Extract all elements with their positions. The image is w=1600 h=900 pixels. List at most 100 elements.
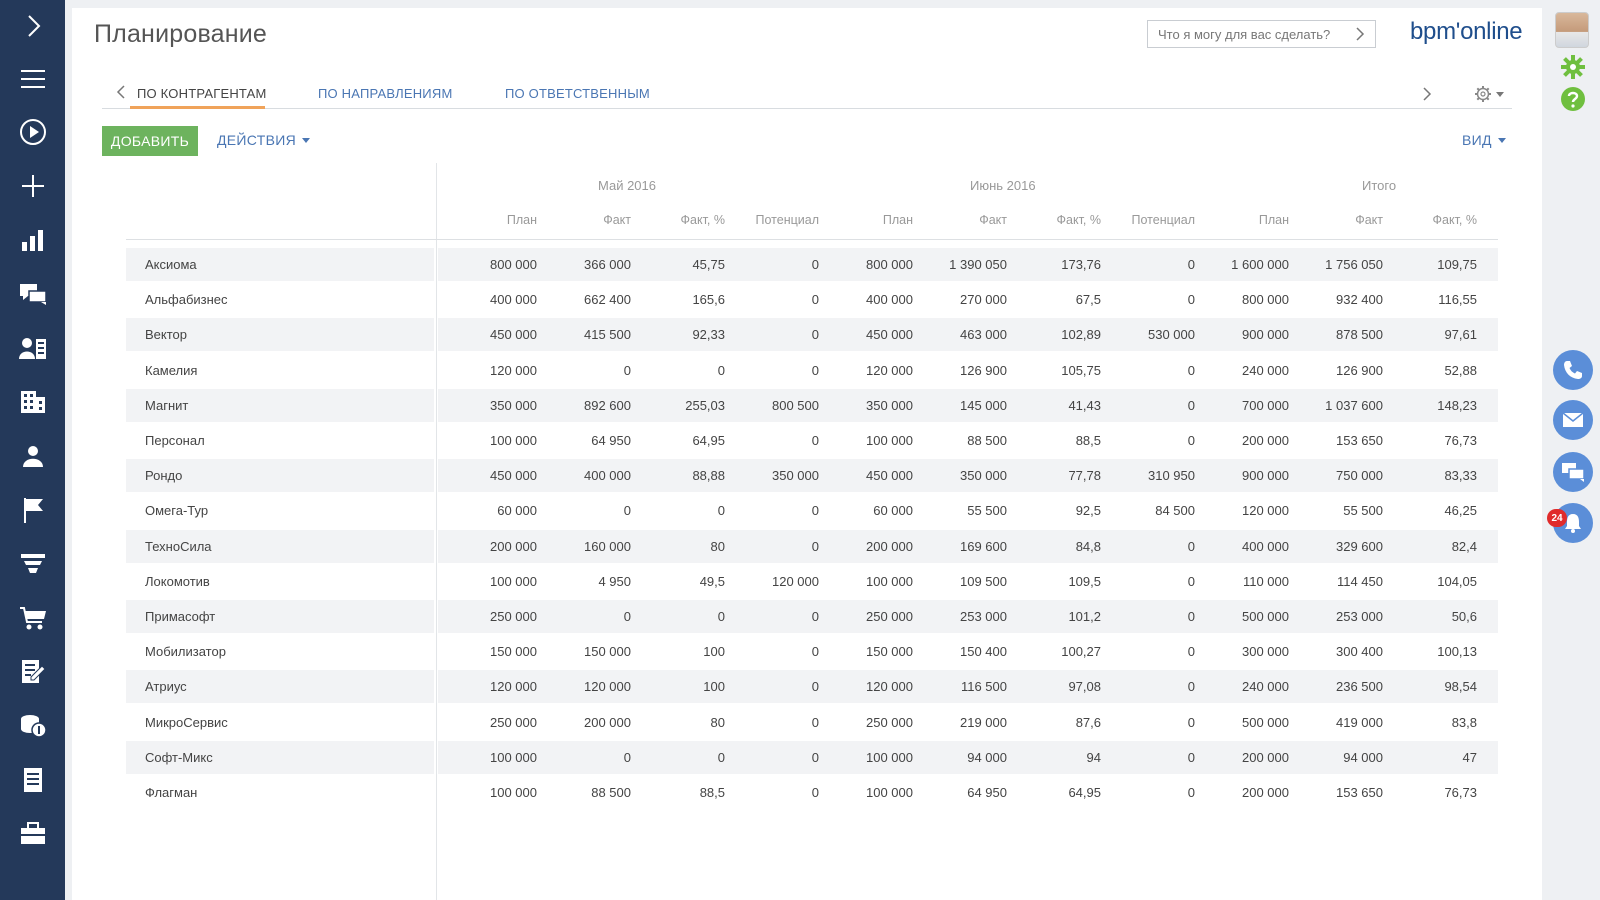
sidebar-finance-button[interactable]: [0, 704, 65, 748]
cell-june-plan: 400 000: [866, 292, 913, 308]
cell-may-potential: 800 500: [772, 397, 819, 413]
tab-by-directions[interactable]: ПО НАПРАВЛЕНИЯМ: [318, 86, 453, 101]
account-name-cell[interactable]: Локомотив: [145, 573, 210, 589]
cell-june-fact-pct: 92,5: [1075, 503, 1101, 519]
sidebar-contacts-button[interactable]: [0, 326, 65, 370]
column-header-may-potential[interactable]: Потенциал: [755, 213, 820, 227]
table-row[interactable]: Флагман 100 000 88 500 88,5 0 100 000 64 950 64…: [126, 776, 1498, 809]
account-name-cell[interactable]: Рондо: [145, 468, 183, 484]
cell-june-fact-pct: 87,6: [1075, 714, 1101, 730]
sidebar-feed-button[interactable]: [0, 272, 65, 316]
command-search-input[interactable]: Что я могу для вас сделать?: [1147, 20, 1376, 48]
phone-button[interactable]: [1553, 350, 1593, 390]
account-name-cell[interactable]: Софт-Микс: [145, 749, 213, 765]
sidebar-employees-button[interactable]: [0, 434, 65, 478]
group-header-may: Май 2016: [598, 178, 656, 193]
cell-total-fact: 55 500: [1343, 503, 1383, 519]
account-name-cell[interactable]: Вектор: [145, 327, 188, 343]
account-name-cell[interactable]: Альфабизнес: [145, 292, 228, 308]
sidebar-activities-button[interactable]: [0, 488, 65, 532]
cell-june-fact-pct: 67,5: [1075, 292, 1101, 308]
menu-icon: [20, 70, 45, 88]
tab-scroll-right-icon[interactable]: [1422, 86, 1432, 102]
table-row[interactable]: Альфабизнес 400 000 662 400 165,6 0 400 000 27…: [126, 283, 1498, 316]
column-header-june-fact-pct[interactable]: Факт, %: [1056, 213, 1101, 227]
table-row[interactable]: Аксиома 800 000 366 000 45,75 0 800 000 1 390 …: [126, 248, 1498, 281]
add-button[interactable]: ДОБАВИТЬ: [102, 126, 198, 156]
row-background: [126, 318, 434, 352]
column-header-june-fact[interactable]: Факт: [979, 213, 1007, 227]
column-header-june-plan[interactable]: План: [882, 213, 913, 227]
account-name-cell[interactable]: Флагман: [145, 785, 198, 800]
cell-may-potential: 0: [811, 433, 819, 448]
feed-button[interactable]: [1553, 452, 1593, 492]
view-dropdown[interactable]: ВИД: [1462, 132, 1506, 148]
sidebar-menu-button[interactable]: [0, 57, 65, 101]
account-name-cell[interactable]: ТехноСила: [145, 538, 212, 554]
row-background: [438, 248, 1498, 281]
column-header-june-potential[interactable]: Потенциал: [1131, 213, 1196, 227]
column-header-total-fact-pct[interactable]: Факт, %: [1432, 213, 1477, 227]
cell-june-fact: 88 500: [967, 433, 1007, 448]
sidebar-dashboards-button[interactable]: [0, 218, 65, 262]
column-header-may-fact-pct[interactable]: Факт, %: [680, 213, 725, 227]
account-name-cell[interactable]: Примасофт: [145, 609, 216, 624]
sidebar-orders-button[interactable]: [0, 596, 65, 640]
table-row[interactable]: Мобилизатор 150 000 150 000 100 0 150 000 150 …: [126, 635, 1498, 668]
sidebar-contracts-button[interactable]: [0, 650, 65, 694]
table-row[interactable]: Атриус 120 000 120 000 100 0 120 000 116 500 97…: [126, 670, 1498, 704]
help-icon[interactable]: [1560, 86, 1586, 112]
table-row[interactable]: Локомотив 100 000 4 950 49,5 120 000 100 000 1…: [126, 565, 1498, 598]
table-row[interactable]: Персонал 100 000 64 950 64,95 0 100 000 88 500…: [126, 424, 1498, 457]
table-row[interactable]: ТехноСила 200 000 160 000 80 0 200 000 169 600…: [126, 529, 1498, 563]
table-row[interactable]: Рондо 450 000 400 000 88,88 350 000 450 000 35…: [126, 459, 1498, 493]
cell-june-fact-pct: 100,27: [1061, 644, 1101, 660]
row-background: [438, 600, 1498, 633]
column-header-total-plan[interactable]: План: [1258, 213, 1289, 227]
table-row[interactable]: Магнит 350 000 892 600 255,03 800 500 350 000…: [126, 388, 1498, 422]
table-row[interactable]: Омега-Тур 60 000 0 0 0 60 000 55 500 92,5 84 500…: [126, 494, 1498, 527]
right-sidebar: 24: [1547, 0, 1600, 900]
cell-june-potential: 530 000: [1148, 327, 1195, 343]
left-sidebar: [0, 0, 65, 900]
column-divider: [436, 163, 437, 900]
actions-dropdown[interactable]: ДЕЙСТВИЯ: [217, 132, 310, 148]
cell-may-plan: 250 000: [490, 714, 537, 730]
sidebar-leads-button[interactable]: [0, 542, 65, 586]
coins-icon: [20, 715, 47, 738]
column-header-may-plan[interactable]: План: [506, 213, 537, 227]
email-button[interactable]: [1553, 400, 1593, 440]
expand-sidebar-button[interactable]: [0, 4, 65, 48]
table-row[interactable]: Примасофт 250 000 0 0 0 250 000 253 000 101,2 0 5…: [126, 600, 1498, 633]
tab-by-accounts[interactable]: ПО КОНТРАГЕНТАМ: [137, 86, 267, 101]
account-name-cell[interactable]: Мобилизатор: [145, 644, 226, 660]
table-row[interactable]: Вектор 450 000 415 500 92,33 0 450 000 463 000…: [126, 318, 1498, 352]
system-settings-icon[interactable]: [1560, 54, 1586, 80]
user-avatar[interactable]: [1555, 12, 1589, 48]
sidebar-add-button[interactable]: [0, 164, 65, 208]
table-row[interactable]: Софт-Микс 100 000 0 0 0 100 000 94 000 94 0 200 0…: [126, 740, 1498, 774]
tab-settings-button[interactable]: [1474, 85, 1504, 103]
account-name-cell[interactable]: Аксиома: [145, 257, 197, 272]
cell-may-potential: 0: [811, 292, 819, 308]
sidebar-documents-button[interactable]: [0, 758, 65, 802]
cell-total-plan: 1 600 000: [1231, 257, 1289, 272]
cell-total-plan: 300 000: [1242, 644, 1289, 660]
cell-total-fact: 126 900: [1336, 362, 1383, 378]
sidebar-accounts-button[interactable]: [0, 380, 65, 424]
account-name-cell[interactable]: Магнит: [145, 397, 189, 413]
table-row[interactable]: Камелия 120 000 0 0 0 120 000 126 900 105,75 0 24…: [126, 354, 1498, 387]
tab-by-owners[interactable]: ПО ОТВЕТСТВЕННЫМ: [505, 86, 650, 101]
sidebar-processes-button[interactable]: [0, 110, 65, 154]
cell-june-potential: 310 950: [1148, 468, 1195, 484]
account-name-cell[interactable]: Атриус: [145, 679, 187, 695]
tab-scroll-left-icon[interactable]: [116, 84, 126, 100]
account-name-cell[interactable]: Персонал: [145, 433, 205, 448]
account-name-cell[interactable]: МикроСервис: [145, 714, 228, 730]
account-name-cell[interactable]: Омега-Тур: [145, 503, 209, 519]
column-header-may-fact[interactable]: Факт: [603, 213, 631, 227]
column-header-total-fact[interactable]: Факт: [1355, 213, 1383, 227]
table-row[interactable]: МикроСервис 250 000 200 000 80 0 250 000 219 0…: [126, 706, 1498, 739]
account-name-cell[interactable]: Камелия: [145, 362, 198, 378]
sidebar-projects-button[interactable]: [0, 812, 65, 856]
